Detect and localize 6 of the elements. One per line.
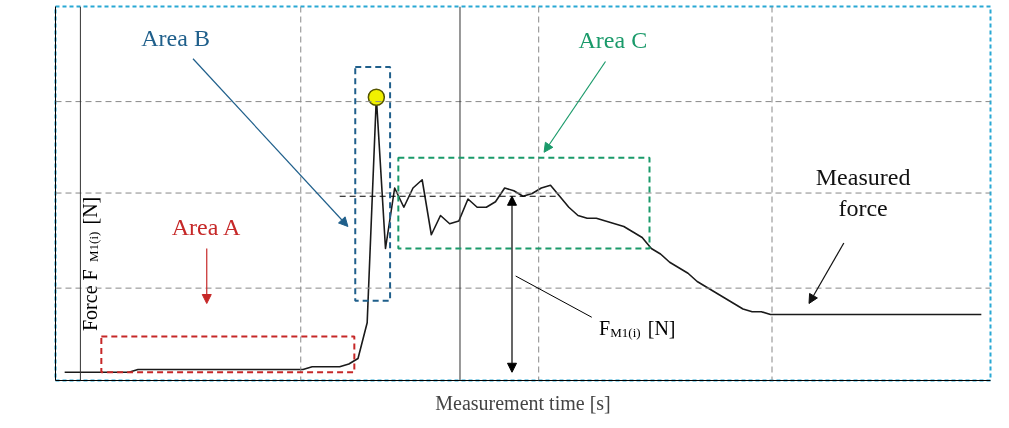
annotation: Area A [171,214,242,241]
y-axis-title: Force FM1(i) [N] [78,196,102,331]
text: Area C [578,27,648,54]
text: Area B [141,24,210,51]
x-axis-title: Measurement time [s] [435,391,611,414]
annotation: Measured force [815,163,911,221]
